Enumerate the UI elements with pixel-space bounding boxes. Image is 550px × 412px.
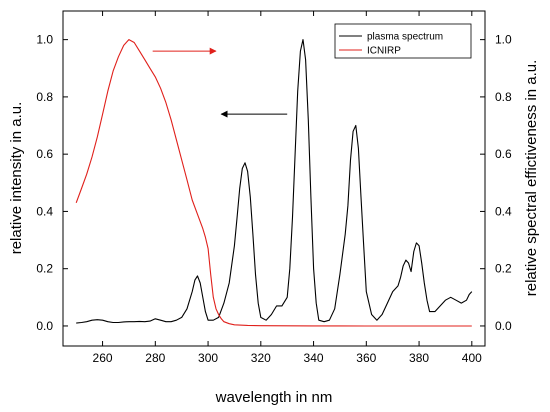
right-y-tick-label: 0.2 bbox=[495, 262, 512, 276]
x-tick-label: 280 bbox=[145, 351, 165, 365]
right-y-tick-label: 1.0 bbox=[495, 33, 512, 47]
x-tick-label: 340 bbox=[304, 351, 324, 365]
right-y-axis-ticks: 0.0 0.2 0.4 0.6 0.8 1.0 bbox=[480, 33, 512, 333]
right-y-tick-label: 0.4 bbox=[495, 204, 512, 218]
left-y-tick-label: 0.8 bbox=[36, 90, 53, 104]
annotation-layer bbox=[152, 47, 288, 118]
legend: plasma spectrum ICNIRP bbox=[334, 23, 472, 59]
series-line-icnirp bbox=[75, 39, 472, 327]
series-line-plasma-spectrum bbox=[76, 39, 473, 324]
legend-box bbox=[334, 23, 472, 59]
x-tick-label: 300 bbox=[198, 351, 218, 365]
right-y-axis-title: relative spectral effictiveness in a.u. bbox=[523, 60, 540, 297]
left-y-tick-label: 0.0 bbox=[36, 319, 53, 333]
right-y-tick-label: 0.0 bbox=[495, 319, 512, 333]
x-tick-label: 260 bbox=[93, 351, 113, 365]
x-tick-label: 360 bbox=[356, 351, 376, 365]
x-tick-label: 320 bbox=[251, 351, 271, 365]
legend-label-plasma-spectrum: plasma spectrum bbox=[367, 32, 443, 43]
x-axis-ticks: 260 280 300 320 340 360 380 400 bbox=[93, 11, 482, 365]
plot-frame bbox=[62, 10, 486, 347]
x-axis-title: wavelength in nm bbox=[215, 389, 333, 406]
x-tick-label: 380 bbox=[409, 351, 429, 365]
left-y-axis-ticks: 0.0 0.2 0.4 0.6 0.8 1.0 bbox=[36, 33, 68, 333]
right-y-tick-label: 0.8 bbox=[495, 90, 512, 104]
x-tick-label: 400 bbox=[462, 351, 482, 365]
left-y-tick-label: 0.4 bbox=[36, 204, 53, 218]
left-y-tick-label: 0.6 bbox=[36, 147, 53, 161]
series-layer bbox=[75, 39, 473, 327]
legend-label-icnirp: ICNIRP bbox=[367, 46, 401, 57]
left-y-tick-label: 0.2 bbox=[36, 262, 53, 276]
left-y-tick-label: 1.0 bbox=[36, 33, 53, 47]
right-y-tick-label: 0.6 bbox=[495, 147, 512, 161]
left-y-axis-title: relative intensity in a.u. bbox=[8, 102, 25, 255]
